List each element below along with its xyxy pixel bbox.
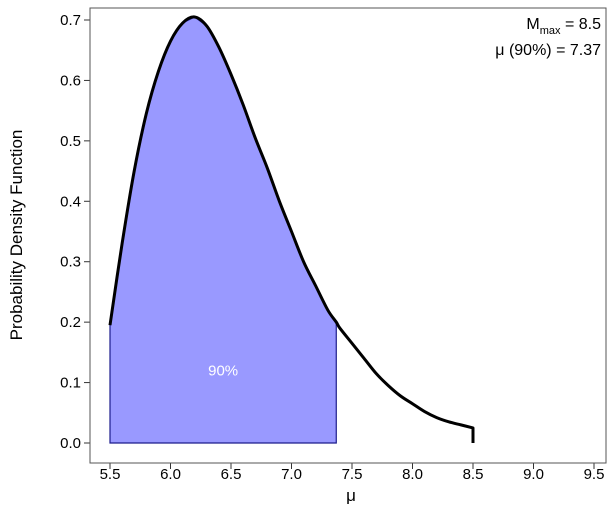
x-tick-label: 7.0 — [281, 466, 302, 483]
annotation-mu-90: μ (90%) = 7.37 — [495, 42, 601, 59]
y-tick-label: 0.4 — [60, 193, 81, 210]
y-tick-label: 0.1 — [60, 375, 81, 392]
axes-layer: 5.5 6.0 6.5 7.0 7.5 8.0 8.5 9.0 9.5 0.0 0.1 0.2 0.3 0… — [60, 12, 604, 483]
x-tick-label: 6.0 — [160, 466, 181, 483]
y-tick-label: 0.2 — [60, 314, 81, 331]
x-tick-label: 8.5 — [463, 466, 484, 483]
y-tick-label: 0.0 — [60, 435, 81, 452]
shaded-region-label: 90% — [208, 362, 238, 379]
y-tick-label: 0.3 — [60, 254, 81, 271]
annotation-box: Mmax = 8.5 μ (90%) = 7.37 — [495, 16, 601, 59]
x-tick-label: 7.5 — [342, 466, 363, 483]
pdf-curve — [108, 15, 475, 443]
curve-layer — [108, 15, 475, 443]
y-axis-title: Probability Density Function — [7, 130, 26, 341]
plot-frame — [89, 7, 607, 464]
x-tick-label: 6.5 — [221, 466, 242, 483]
x-tick-label: 5.5 — [100, 466, 121, 483]
y-tick-label: 0.5 — [60, 133, 81, 150]
y-tick-label: 0.6 — [60, 72, 81, 89]
y-tick-label: 0.7 — [60, 12, 81, 29]
annotation-mmax: Mmax = 8.5 — [526, 16, 601, 37]
x-tick-label: 8.0 — [402, 466, 423, 483]
x-axis-title: μ — [346, 486, 356, 505]
annotation-mmax-value: = 8.5 — [561, 16, 602, 33]
x-tick-label: 9.0 — [523, 466, 544, 483]
x-tick-label: 9.5 — [584, 466, 605, 483]
annotation-mmax-subscript: max — [540, 25, 561, 37]
annotation-mmax-symbol: M — [526, 16, 539, 33]
